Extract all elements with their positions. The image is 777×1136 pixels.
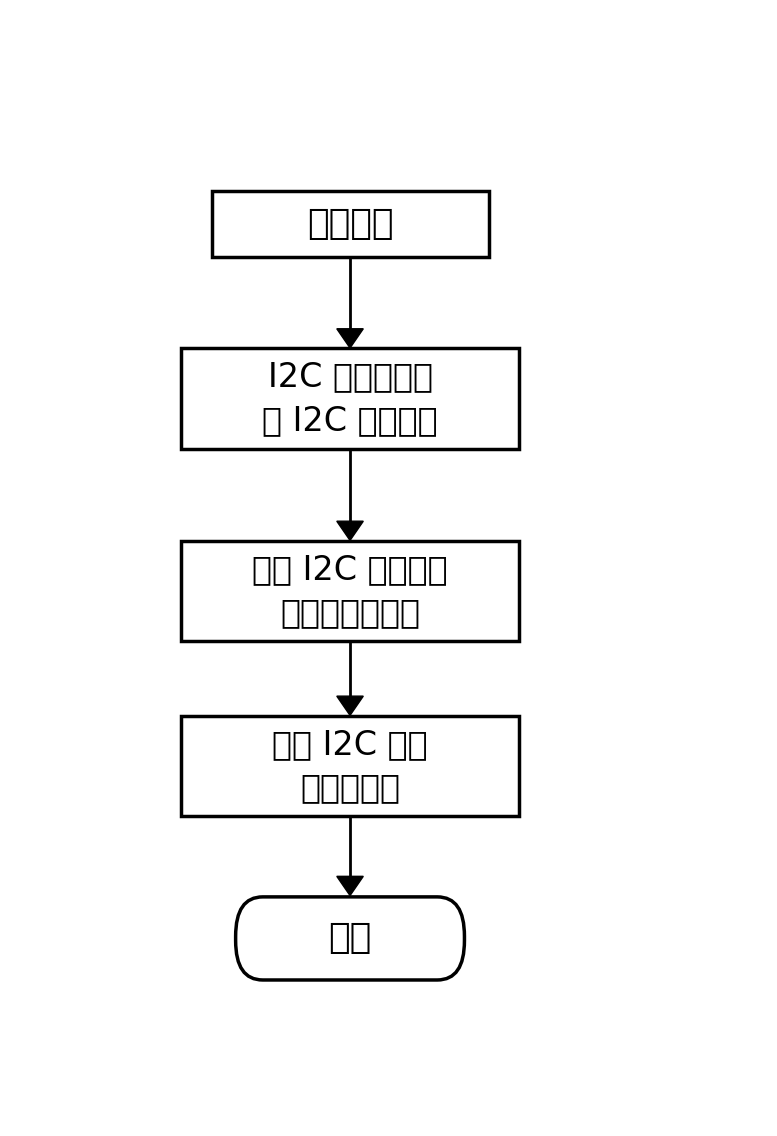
Bar — [181, 716, 519, 817]
Text: 系统上电: 系统上电 — [307, 207, 393, 241]
Polygon shape — [336, 521, 364, 541]
FancyBboxPatch shape — [235, 897, 465, 980]
Bar — [181, 349, 519, 449]
Polygon shape — [336, 696, 364, 716]
Text: 断开 I2C 从器件工
作电源设定时间: 断开 I2C 从器件工 作电源设定时间 — [253, 553, 448, 629]
Bar — [181, 541, 519, 642]
Text: 结束: 结束 — [329, 921, 371, 955]
Text: I2C 主器件检测
到 I2C 总线被锁: I2C 主器件检测 到 I2C 总线被锁 — [262, 360, 438, 437]
Bar — [211, 191, 489, 257]
Polygon shape — [336, 328, 364, 348]
Polygon shape — [336, 876, 364, 895]
Text: 闭合 I2C 从器
件工作电源: 闭合 I2C 从器 件工作电源 — [272, 728, 428, 804]
